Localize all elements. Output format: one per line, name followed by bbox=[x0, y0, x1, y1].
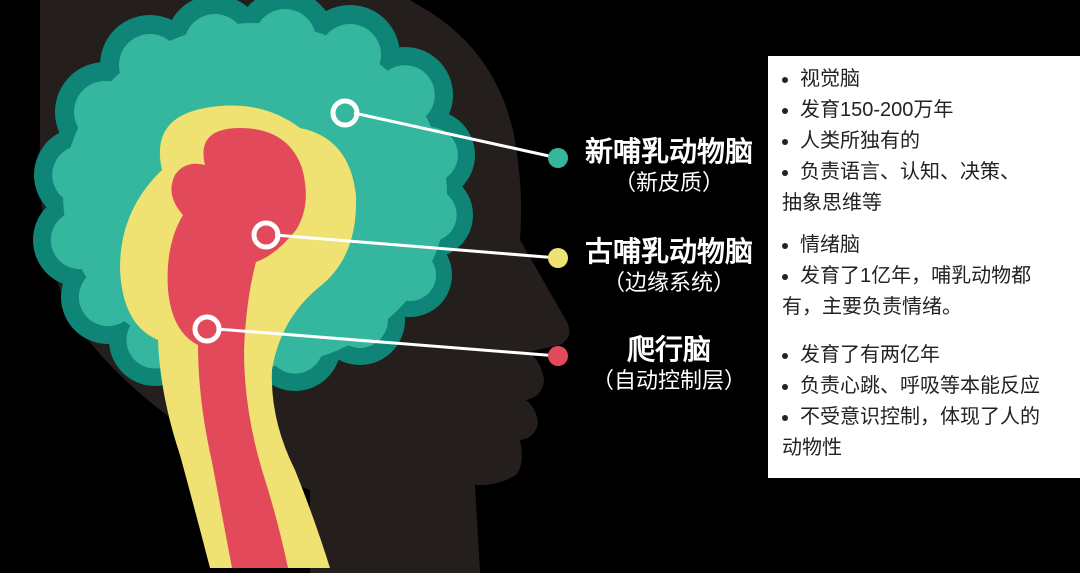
reptilian-bullets: 发育了有两亿年负责心跳、呼吸等本能反应不受意识控制，体现了人的动物性 bbox=[782, 340, 1066, 464]
limbic-bullets: 情绪脑发育了1亿年，哺乳动物都有，主要负责情绪。 bbox=[782, 230, 1066, 323]
reptilian-color-dot bbox=[548, 346, 568, 366]
limbic-color-dot bbox=[548, 248, 568, 268]
reptilian-bullet: 发育了有两亿年 bbox=[800, 340, 1066, 371]
limbic-subtitle: （边缘系统） bbox=[574, 270, 764, 295]
neocortex-bullet: 发育150-200万年 bbox=[800, 95, 1066, 126]
limbic-bullet: 发育了1亿年，哺乳动物都 bbox=[800, 261, 1066, 292]
neocortex-bullet: 人类所独有的 bbox=[800, 126, 1066, 157]
limbic-bullet: 情绪脑 bbox=[800, 230, 1066, 261]
limbic-bullet: 有，主要负责情绪。 bbox=[782, 292, 1066, 323]
diagram-stage: 新哺乳动物脑（新皮质） 视觉脑发育150-200万年人类所独有的负责语言、认知、决… bbox=[0, 0, 1080, 573]
neocortex-bullet: 视觉脑 bbox=[800, 64, 1066, 95]
neocortex-label: 新哺乳动物脑（新皮质） bbox=[574, 136, 764, 195]
limbic-title: 古哺乳动物脑 bbox=[574, 236, 764, 268]
reptilian-label: 爬行脑（自动控制层） bbox=[574, 334, 764, 393]
neocortex-bullets: 视觉脑发育150-200万年人类所独有的负责语言、认知、决策、抽象思维等 bbox=[782, 64, 1066, 219]
neocortex-title: 新哺乳动物脑 bbox=[574, 136, 764, 168]
neocortex-color-dot bbox=[548, 148, 568, 168]
reptilian-title: 爬行脑 bbox=[574, 334, 764, 366]
reptilian-subtitle: （自动控制层） bbox=[574, 368, 764, 393]
reptilian-panel: 发育了有两亿年负责心跳、呼吸等本能反应不受意识控制，体现了人的动物性 bbox=[768, 332, 1080, 478]
limbic-panel: 情绪脑发育了1亿年，哺乳动物都有，主要负责情绪。 bbox=[768, 222, 1080, 336]
limbic-label: 古哺乳动物脑（边缘系统） bbox=[574, 236, 764, 295]
neocortex-subtitle: （新皮质） bbox=[574, 170, 764, 195]
reptilian-bullet: 负责心跳、呼吸等本能反应 bbox=[800, 371, 1066, 402]
neocortex-bullet: 负责语言、认知、决策、 bbox=[800, 157, 1066, 188]
neocortex-bullet: 抽象思维等 bbox=[782, 188, 1066, 219]
neocortex-panel: 视觉脑发育150-200万年人类所独有的负责语言、认知、决策、抽象思维等 bbox=[768, 56, 1080, 232]
reptilian-bullet: 动物性 bbox=[782, 433, 1066, 464]
reptilian-bullet: 不受意识控制，体现了人的 bbox=[800, 402, 1066, 433]
